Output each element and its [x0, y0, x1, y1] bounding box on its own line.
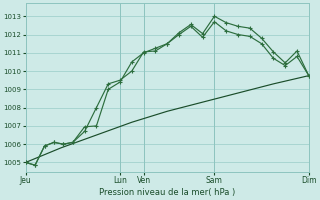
X-axis label: Pression niveau de la mer( hPa ): Pression niveau de la mer( hPa ): [99, 188, 235, 197]
